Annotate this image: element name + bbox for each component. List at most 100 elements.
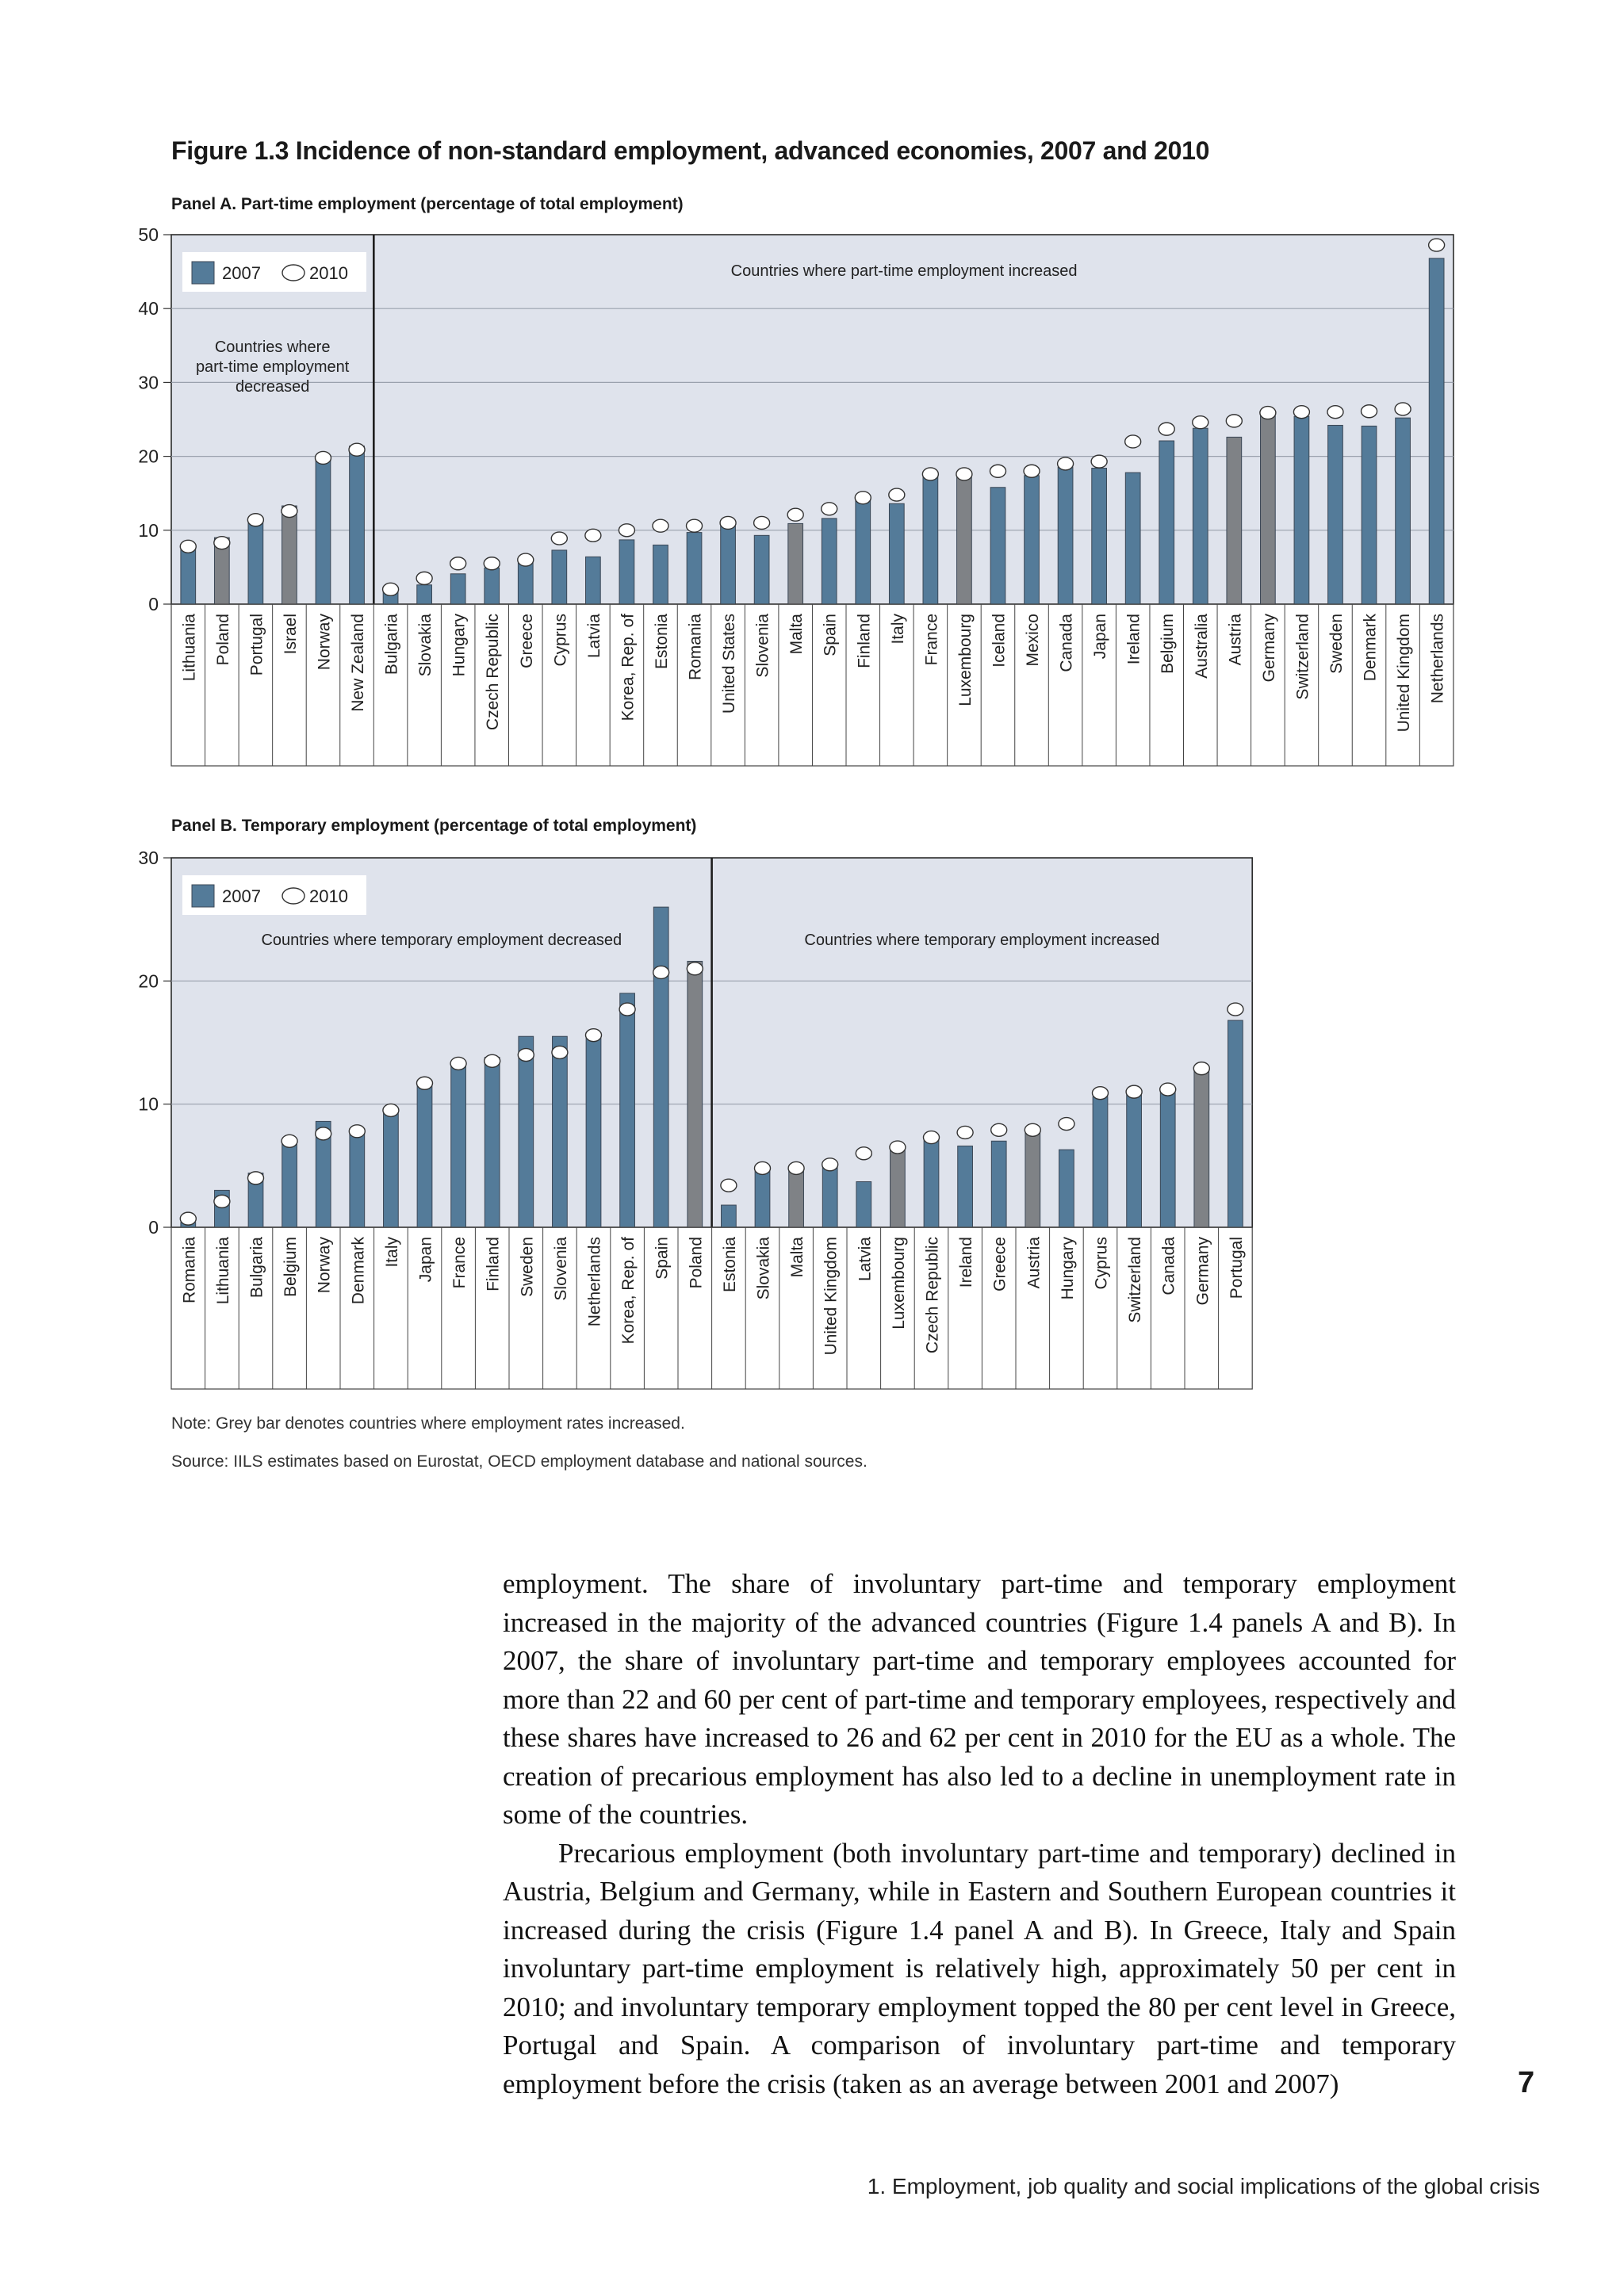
panel-a-bar-2007 <box>888 503 905 605</box>
panel-b-marker-2010 <box>956 1125 974 1140</box>
panel-a-bar-2007 <box>180 549 197 605</box>
panel-a-category-label: Italy <box>889 614 907 645</box>
panel-b-category-label: Germany <box>1193 1237 1212 1306</box>
panel-a-bar-2007 <box>315 458 331 605</box>
panel-a-category-label: Denmark <box>1362 614 1380 682</box>
panel-a-category-label: Latvia <box>585 614 603 658</box>
panel-a-bar-2007 <box>1226 436 1243 605</box>
panel-b-marker-2010 <box>653 965 670 980</box>
panel-a-marker-2010 <box>787 507 804 522</box>
panel-b-bar-2007 <box>923 1135 940 1228</box>
panel-b-bar-2007 <box>1059 1149 1074 1228</box>
panel-a-marker-2010 <box>416 571 433 586</box>
panel-a-category-label: Norway <box>315 614 333 671</box>
panel-b-legend-label-2010: 2010 <box>309 886 348 906</box>
panel-b-annotation-increased: Countries where temporary employment inc… <box>804 932 1159 949</box>
panel-b-marker-2010 <box>450 1056 467 1071</box>
panel-b-marker-2010 <box>686 962 703 976</box>
panel-b-marker-2010 <box>1125 1085 1143 1099</box>
panel-b-marker-2010 <box>247 1171 265 1185</box>
panel-a-category-label: Greece <box>518 614 536 668</box>
panel-a-marker-2010 <box>989 464 1007 478</box>
panel-a-category-label: Estonia <box>653 614 671 669</box>
panel-a-bar-2007 <box>484 567 500 605</box>
panel-a-category-label: Malta <box>787 614 806 655</box>
panel-b-category-label: Czech Republic <box>924 1237 942 1353</box>
panel-b-bar-2007 <box>890 1148 906 1228</box>
panel-a-bar-2007 <box>1024 475 1040 605</box>
panel-b-marker-2010 <box>619 1002 636 1016</box>
panel-a-y-tick-label: 0 <box>148 594 159 614</box>
panel-a-category-label: Sweden <box>1327 614 1346 674</box>
panel-a-marker-2010 <box>381 582 400 597</box>
panel-a-bar-2007 <box>1091 468 1107 605</box>
panel-b-category-label: Poland <box>687 1237 705 1288</box>
panel-b-category-label: Canada <box>1160 1237 1178 1295</box>
panel-a-bar-2007 <box>619 539 635 605</box>
panel-a-marker-2010 <box>618 523 636 538</box>
panel-b-marker-2010 <box>382 1103 400 1118</box>
panel-b-y-tick-label: 30 <box>138 848 159 868</box>
panel-a-legend-marker-2010 <box>282 264 305 281</box>
panel-a-bar-2007 <box>1192 427 1208 605</box>
panel-b-bar-2007 <box>1159 1089 1176 1228</box>
panel-b-marker-2010 <box>484 1054 501 1068</box>
panel-a-category-label: Luxembourg <box>956 614 975 706</box>
panel-b-marker-2010 <box>315 1127 332 1141</box>
panel-b-category-label: Austria <box>1025 1237 1043 1289</box>
panel-a-marker-2010 <box>1023 464 1040 478</box>
panel-a-category-label: Switzerland <box>1293 614 1312 700</box>
panel-a-marker-2010 <box>1427 238 1446 252</box>
panel-b-category-label: Bulgaria <box>248 1237 266 1298</box>
figure-note: Note: Grey bar denotes countries where e… <box>171 1414 685 1433</box>
panel-b-legend-marker-2010 <box>282 887 305 905</box>
panel-b-category-label: Korea, Rep. of <box>619 1237 638 1345</box>
panel-a-marker-2010 <box>1090 454 1108 469</box>
panel-b-bar-2007 <box>282 1139 297 1228</box>
panel-b-category-label: Norway <box>316 1237 334 1294</box>
panel-a-category-label: Israel <box>282 614 300 654</box>
panel-b-category-label: Switzerland <box>1126 1237 1144 1323</box>
panel-a-bar-2007 <box>1293 415 1310 605</box>
panel-b-bar-2007 <box>1126 1091 1142 1228</box>
panel-b-marker-2010 <box>1024 1123 1042 1137</box>
panel-a-annotation-decreased: Countries where <box>215 339 331 356</box>
panel-a-bar-2007 <box>551 549 568 605</box>
panel-a-marker-2010 <box>652 519 669 533</box>
panel-a-marker-2010 <box>1327 404 1344 419</box>
panel-b-category-label: Ireland <box>957 1237 975 1288</box>
panel-b-category-label: Spain <box>653 1237 672 1280</box>
panel-b-bar-2007 <box>990 1140 1007 1228</box>
panel-b-bar-2007 <box>788 1170 804 1228</box>
panel-b-category-label: Slovenia <box>552 1237 570 1301</box>
panel-b-category-label: Netherlands <box>586 1237 604 1326</box>
panel-a-marker-2010 <box>584 528 602 543</box>
panel-b-marker-2010 <box>179 1211 197 1226</box>
panel-b-bar-2007 <box>653 906 669 1228</box>
panel-a-marker-2010 <box>921 467 940 481</box>
panel-b-marker-2010 <box>213 1194 231 1209</box>
figure-source: Source: IILS estimates based on Eurostat… <box>171 1452 868 1471</box>
panel-b-annotation-decreased: Countries where temporary employment dec… <box>261 932 622 949</box>
panel-a-category-label: Portugal <box>247 614 266 675</box>
panel-b-category-label: Finland <box>485 1237 503 1292</box>
panel-a-bar-2007 <box>753 534 770 605</box>
panel-a-bar-2007 <box>821 518 837 605</box>
panel-b-bar-2007 <box>450 1062 466 1228</box>
figure-title: Figure 1.3 Incidence of non-standard emp… <box>171 136 1210 165</box>
panel-a-bar-2007 <box>450 573 466 605</box>
panel-a-y-tick-label: 50 <box>138 224 159 245</box>
panel-b-bar-2007 <box>957 1145 973 1228</box>
panel-a-category-label: Mexico <box>1024 614 1042 667</box>
panel-b-bar-2007 <box>754 1167 771 1228</box>
panel-a-y-tick-label: 30 <box>138 372 159 392</box>
panel-a-marker-2010 <box>1056 457 1074 471</box>
panel-a-marker-2010 <box>348 442 366 457</box>
panel-a-marker-2010 <box>1192 415 1209 430</box>
panel-b-marker-2010 <box>1159 1082 1177 1096</box>
panel-a-marker-2010 <box>956 467 973 481</box>
panel-a-category-label: Germany <box>1260 614 1278 683</box>
panel-a-marker-2010 <box>314 450 332 465</box>
panel-b-marker-2010 <box>821 1158 839 1172</box>
panel-a-marker-2010 <box>550 531 569 545</box>
